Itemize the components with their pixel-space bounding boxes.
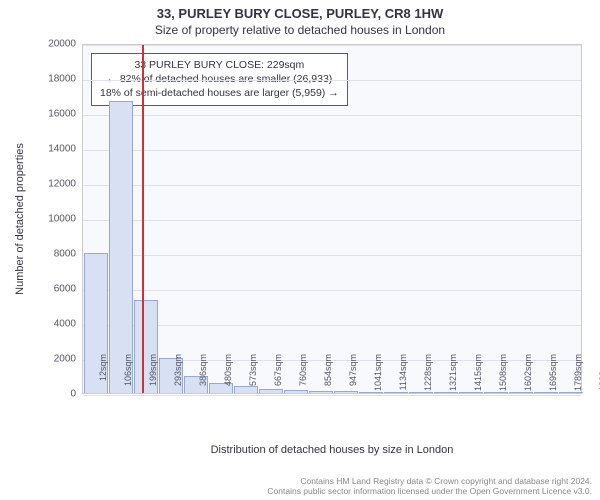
- y-axis-label: Number of detached properties: [14, 143, 26, 295]
- y-tick-label: 16000: [36, 109, 76, 120]
- x-tick-label: 1228sqm: [423, 354, 433, 398]
- y-tick-label: 10000: [36, 214, 76, 225]
- chart-container: Number of detached properties 33 PURLEY …: [36, 44, 584, 438]
- x-tick-label: 1695sqm: [548, 354, 558, 398]
- y-tick-label: 6000: [36, 284, 76, 295]
- gridline-h: [83, 150, 581, 151]
- x-tick-label: 1602sqm: [523, 354, 533, 398]
- x-tick-label: 1041sqm: [373, 354, 383, 398]
- x-tick-label: 106sqm: [123, 354, 133, 398]
- x-tick-label: 667sqm: [273, 354, 283, 398]
- annotation-line: 33 PURLEY BURY CLOSE: 229sqm: [100, 58, 339, 72]
- y-tick-label: 14000: [36, 144, 76, 155]
- x-tick-label: 480sqm: [223, 354, 233, 398]
- x-tick-label: 12sqm: [98, 354, 108, 398]
- y-tick-label: 2000: [36, 354, 76, 365]
- gridline-h: [83, 80, 581, 81]
- annotation-line: 18% of semi-detached houses are larger (…: [100, 86, 339, 100]
- x-tick-label: 854sqm: [323, 354, 333, 398]
- footer-line-1: Contains HM Land Registry data © Crown c…: [267, 476, 592, 487]
- y-tick-label: 18000: [36, 74, 76, 85]
- x-axis-label: Distribution of detached houses by size …: [82, 444, 582, 456]
- x-tick-label: 293sqm: [173, 354, 183, 398]
- gridline-h: [83, 115, 581, 116]
- gridline-h: [83, 290, 581, 291]
- y-tick-label: 20000: [36, 39, 76, 50]
- y-tick-label: 4000: [36, 319, 76, 330]
- histogram-bar: [109, 101, 133, 393]
- footer-line-2: Contains public sector information licen…: [267, 486, 592, 497]
- reference-line: [142, 45, 144, 393]
- y-tick-label: 8000: [36, 249, 76, 260]
- x-tick-label: 1321sqm: [448, 354, 458, 398]
- x-tick-label: 199sqm: [148, 354, 158, 398]
- footer-attribution: Contains HM Land Registry data © Crown c…: [267, 476, 592, 497]
- gridline-h: [83, 45, 581, 46]
- x-tick-label: 1415sqm: [473, 354, 483, 398]
- chart-title-main: 33, PURLEY BURY CLOSE, PURLEY, CR8 1HW: [0, 0, 600, 21]
- x-tick-label: 760sqm: [298, 354, 308, 398]
- y-tick-label: 12000: [36, 179, 76, 190]
- x-tick-label: 1508sqm: [498, 354, 508, 398]
- x-tick-label: 386sqm: [198, 354, 208, 398]
- x-tick-label: 1134sqm: [398, 354, 408, 398]
- chart-title-sub: Size of property relative to detached ho…: [0, 21, 600, 37]
- gridline-h: [83, 255, 581, 256]
- y-tick-label: 0: [36, 389, 76, 400]
- x-tick-label: 1789sqm: [573, 354, 583, 398]
- gridline-h: [83, 220, 581, 221]
- gridline-h: [83, 185, 581, 186]
- gridline-h: [83, 325, 581, 326]
- x-tick-label: 947sqm: [348, 354, 358, 398]
- plot-area: 33 PURLEY BURY CLOSE: 229sqm← 82% of det…: [82, 44, 582, 394]
- x-tick-label: 573sqm: [248, 354, 258, 398]
